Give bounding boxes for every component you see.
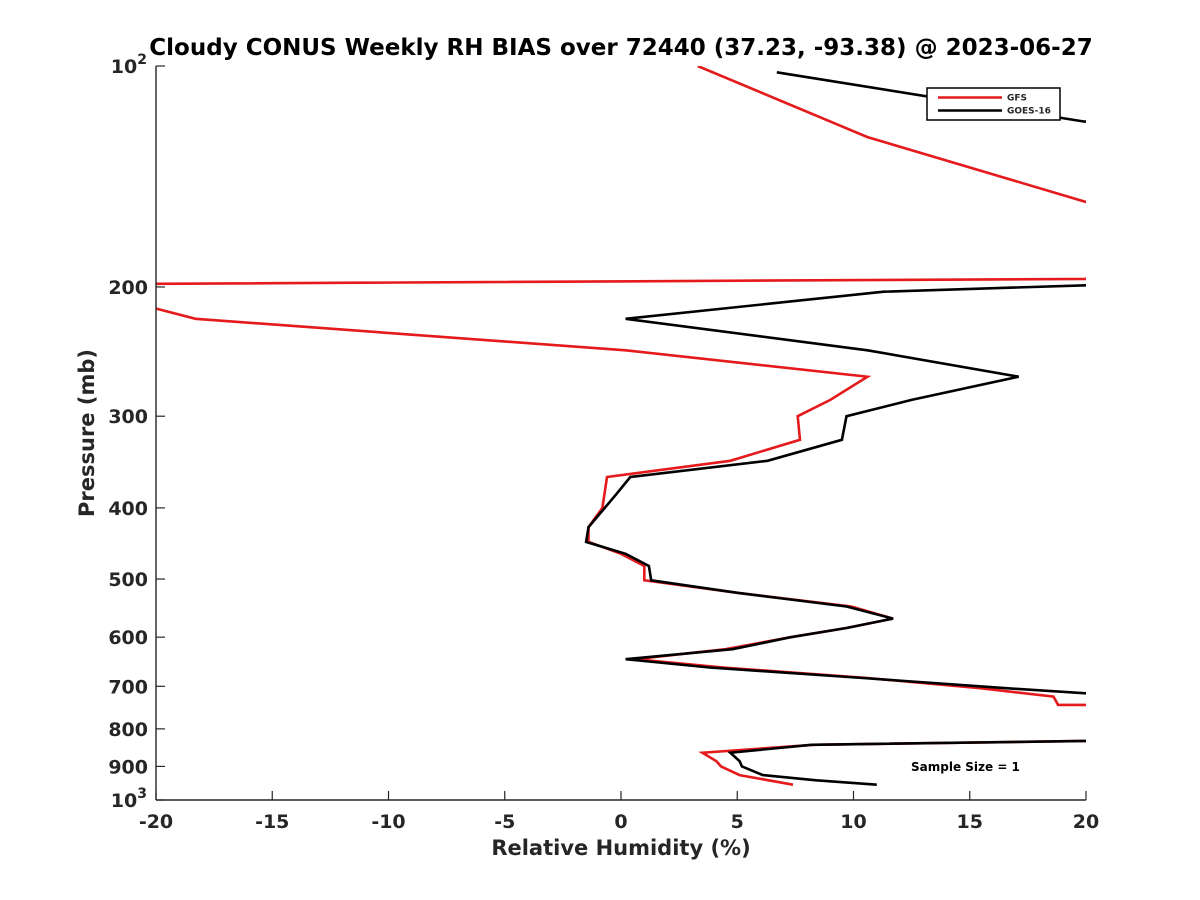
x-tick-label: 10	[840, 811, 866, 833]
y-tick-label: 300	[108, 406, 148, 428]
legend-label-goes16: GOES-16	[1007, 107, 1051, 117]
x-tick-label: 0	[614, 811, 627, 833]
x-tick-label: 5	[731, 811, 744, 833]
y-tick-label: 600	[108, 627, 148, 649]
x-tick-label: -15	[255, 811, 289, 833]
x-tick-label: -20	[139, 811, 173, 833]
axes-layer: -20 -15 -10 -5 0 5 10 15 20 102 200 300 400 500 600 700…	[108, 52, 1099, 833]
y-axis-label: Pressure (mb)	[75, 349, 99, 517]
y-tick-label: 400	[108, 498, 148, 520]
series-line-gfs	[156, 66, 1086, 786]
x-tick-label: -10	[371, 811, 405, 833]
legend-box	[926, 87, 1061, 121]
legend: GFS GOES-16	[926, 87, 1061, 121]
sample-size-annotation: Sample Size = 1	[911, 760, 1020, 774]
series-layer	[156, 66, 1086, 786]
y-tick-label: 200	[108, 277, 148, 299]
y-tick-label: 500	[108, 569, 148, 591]
y-tick-label: 700	[108, 676, 148, 698]
y-tick-label: 102	[111, 52, 147, 78]
x-tick-label: -5	[494, 811, 515, 833]
y-tick-label: 800	[108, 719, 148, 741]
y-tick-label: 900	[108, 756, 148, 778]
x-axis-label: Relative Humidity (%)	[491, 836, 750, 860]
x-tick-label: 15	[957, 811, 983, 833]
y-tick-label: 103	[111, 786, 147, 812]
series-line-goes16	[584, 71, 1086, 786]
x-tick-label: 20	[1073, 811, 1099, 833]
legend-label-gfs: GFS	[1007, 94, 1027, 104]
chart-title: Cloudy CONUS Weekly RH BIAS over 72440 (…	[149, 35, 1092, 61]
